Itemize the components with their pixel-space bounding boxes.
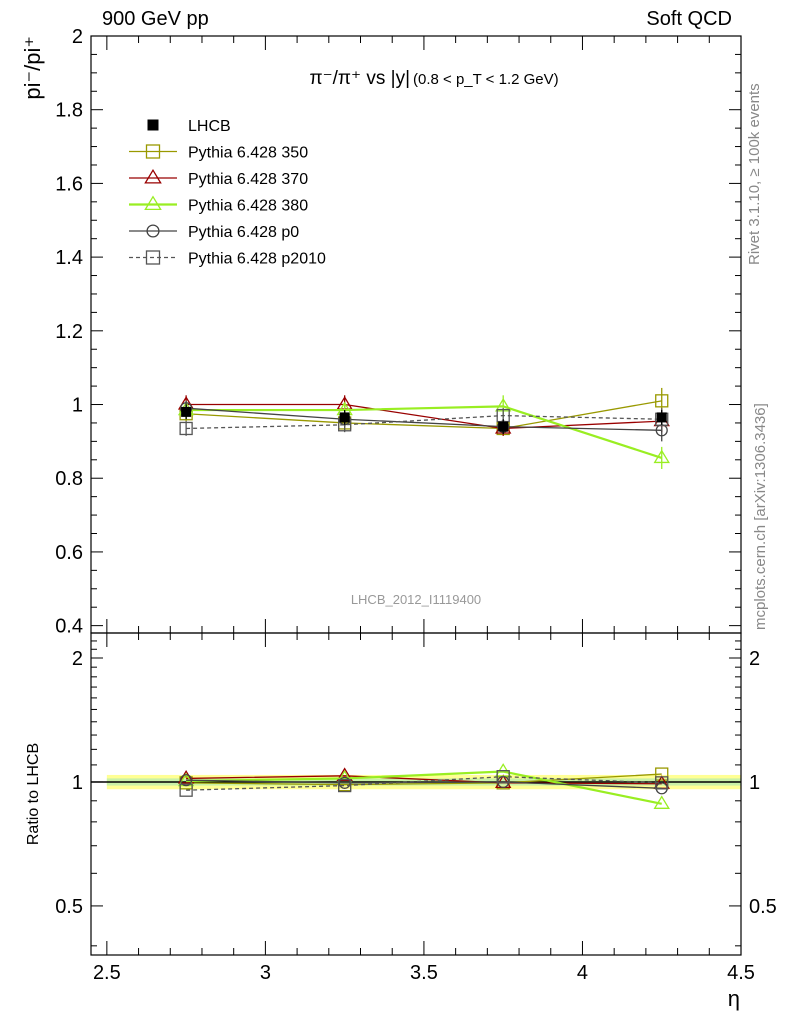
series-line-pythia-6-428-370: [186, 775, 662, 785]
point-pythia-6-428-p2010: [179, 421, 193, 436]
series-line-pythia-6-428-350: [186, 400, 662, 430]
point-pythia-6-428-p2010: [655, 776, 669, 790]
point-pythia-6-428-p2010: [338, 778, 352, 793]
point-pythia-6-428-370: [177, 769, 195, 784]
series-line-pythia-6-428-p2010: [186, 776, 662, 791]
legend: LHCB Pythia 6.428 350 Pythia 6.428 370 Pyth…: [129, 118, 326, 268]
legend-marker-pythia-6-428-p0: [146, 224, 160, 238]
ratio-ytick-label-right: 0.5: [749, 896, 777, 918]
ratio-ytick-label-left: 0.5: [55, 896, 83, 918]
ratio-frame: [90, 632, 742, 956]
main-ylabel: pi⁻/pi⁺: [20, 36, 45, 100]
plot-cut-label: (0.8 < p_T < 1.2 GeV): [413, 71, 559, 88]
main-ytick-label: 1.4: [55, 247, 83, 269]
point-pythia-6-428-p2010: [179, 783, 193, 797]
analysis-watermark: LHCB_2012_I1119400: [351, 592, 481, 607]
ratio-panel: 0.5 0.5 1 1 2 2 2.5 3 3.5 4 4.5 Ratio to LHCB η: [25, 632, 777, 1011]
series-line-pythia-6-428-p0: [186, 779, 662, 789]
legend-marker-lhcb: [147, 119, 159, 131]
point-lhcb: [656, 412, 667, 423]
legend-marker-pythia-6-428-380: [144, 195, 162, 211]
series-line-pythia-6-428-p0: [186, 407, 662, 431]
series-line-pythia-6-428-380: [186, 405, 663, 459]
main-ytick-label: 0.8: [55, 468, 83, 490]
point-pythia-6-428-350: [655, 767, 669, 781]
legend-label-pythia-6-428-380: Pythia 6.428 380: [188, 198, 308, 215]
main-ytick-label: 0.6: [55, 542, 83, 564]
xtick-label: 3.5: [410, 962, 438, 984]
point-lhcb: [181, 406, 192, 417]
point-pythia-6-428-350: [655, 394, 669, 408]
point-lhcb: [339, 412, 350, 423]
main-ytick-label: 2: [72, 26, 83, 48]
point-pythia-6-428-p2010: [496, 770, 510, 784]
main-panel: 0.4 0.6 0.8 1 1.2 1.4 1.6 1.8 2 pi⁻/pi⁺ LHCB Pythia…: [20, 26, 742, 638]
legend-label-lhcb: LHCB: [188, 118, 231, 135]
series-line-pythia-6-428-p2010: [186, 414, 662, 430]
series-line-pythia-6-428-370: [186, 403, 662, 430]
ratio-ytick-label-right: 2: [749, 648, 760, 670]
point-pythia-6-428-p0: [180, 774, 193, 787]
legend-marker-pythia-6-428-p2010: [145, 250, 161, 265]
series-line-pythia-6-428-350: [186, 773, 662, 786]
legend-label-pythia-6-428-350: Pythia 6.428 350: [188, 145, 308, 162]
main-ytick-label: 0.4: [55, 616, 83, 638]
xtick-label: 2.5: [93, 962, 121, 984]
main-ytick-label: 1: [72, 395, 83, 417]
point-pythia-6-428-380: [653, 449, 670, 464]
main-ytick-label: 1.8: [55, 100, 83, 122]
legend-marker-pythia-6-428-370: [144, 168, 162, 184]
xtick-label: 4: [577, 962, 588, 984]
point-lhcb: [498, 421, 509, 432]
ratio-ytick-label-left: 2: [72, 648, 83, 670]
energy-label: 900 GeV pp: [102, 8, 209, 30]
legend-marker-pythia-6-428-350: [145, 144, 161, 159]
point-pythia-6-428-380: [653, 795, 670, 809]
legend-label-pythia-6-428-p0: Pythia 6.428 p0: [188, 224, 299, 241]
ratio-ylabel: Ratio to LHCB: [25, 743, 42, 845]
ratio-ytick-label-left: 1: [72, 772, 83, 794]
xtick-label: 4.5: [727, 962, 755, 984]
plot-title: π⁻/π⁺ vs |y|: [310, 68, 410, 89]
category-label: Soft QCD: [646, 8, 732, 30]
point-pythia-6-428-370: [336, 767, 353, 781]
main-ytick-label: 1.2: [55, 321, 83, 343]
legend-label-pythia-6-428-370: Pythia 6.428 370: [188, 171, 308, 188]
main-ytick-label: 1.6: [55, 173, 83, 195]
series-line-pythia-6-428-380: [186, 770, 662, 805]
legend-label-pythia-6-428-p2010: Pythia 6.428 p2010: [188, 251, 326, 268]
xlabel: η: [728, 986, 740, 1011]
xtick-label: 3: [260, 962, 271, 984]
ratio-ytick-label-right: 1: [749, 772, 760, 794]
